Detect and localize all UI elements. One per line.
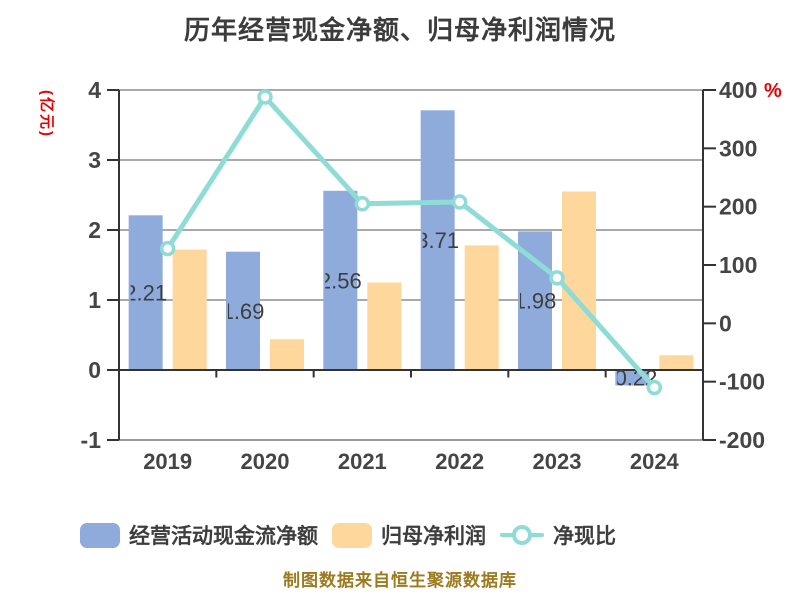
legend-label-net-profit: 归母净利润	[381, 525, 486, 548]
bar-operating-cash-flow-2020	[226, 251, 260, 370]
left-axis-tick-label: 1	[88, 287, 101, 313]
data-source-note: 制图数据来自恒生聚源数据库	[283, 571, 517, 590]
chart-title: 历年经营现金净额、归母净利润情况	[183, 15, 616, 45]
legend-item-operating-cash-flow[interactable]: 经营活动现金流净额	[80, 520, 318, 550]
bar-net-profit-2020	[270, 339, 304, 370]
right-axis-tick-label: -100	[719, 369, 765, 395]
bar-net-profit-2022	[464, 245, 499, 370]
line-marker	[646, 379, 663, 396]
legend: 经营活动现金流净额 归母净利润 净现比	[80, 518, 616, 552]
right-axis-tick-label: 100	[719, 252, 757, 278]
x-axis-category-label: 2019	[143, 449, 192, 474]
legend-label-operating-cash-flow: 经营活动现金流净额	[129, 525, 318, 548]
legend-swatch-orange-icon	[332, 522, 372, 548]
legend-line-marker-icon	[500, 523, 544, 548]
bar-net-profit-2023	[562, 191, 596, 370]
x-axis-category-label: 2022	[435, 449, 484, 474]
legend-label-cash-ratio: 净现比	[553, 525, 616, 548]
bar-value-label: 2.56	[319, 268, 362, 293]
bar-value-label: 3.71	[416, 228, 459, 253]
line-marker	[354, 196, 371, 212]
left-axis-tick-label: 3	[88, 147, 101, 173]
bar-operating-cash-flow-2019	[128, 215, 163, 370]
bar-value-label: 1.69	[222, 299, 265, 324]
bar-net-profit-2019	[172, 249, 207, 370]
right-axis-unit-label: %	[764, 80, 782, 102]
right-axis-tick-label: 400	[719, 77, 757, 103]
x-axis-category-label: 2024	[630, 449, 680, 474]
bar-operating-cash-flow-2021	[323, 190, 358, 370]
x-axis-category-label: 2021	[338, 449, 387, 474]
legend-swatch-blue-icon	[80, 522, 120, 548]
line-marker	[451, 194, 468, 210]
line-net-cash-ratio	[165, 94, 657, 390]
bar-net-profit-2024	[659, 355, 694, 370]
bar-net-profit-2021	[367, 282, 402, 370]
left-axis-tick-label: 0	[88, 357, 101, 383]
left-axis-tick-label: 2	[88, 217, 101, 243]
legend-item-cash-ratio[interactable]: 净现比	[500, 520, 616, 550]
left-axis-tick-label: -1	[81, 427, 102, 453]
bar-operating-cash-flow-2022	[420, 110, 455, 371]
line-marker	[159, 240, 176, 257]
legend-item-net-profit[interactable]: 归母净利润	[332, 520, 486, 550]
left-axis-tick-label: 4	[88, 77, 101, 103]
x-axis-category-label: 2020	[241, 449, 290, 474]
line-marker	[549, 270, 565, 286]
line-marker	[257, 89, 273, 105]
right-axis-tick-label: 200	[719, 194, 757, 220]
x-axis-category-label: 2023	[533, 449, 582, 474]
bar-value-label: 1.98	[514, 289, 557, 314]
bar-value-label: 2.21	[124, 281, 167, 306]
right-axis-tick-label: -200	[719, 427, 765, 453]
right-axis-tick-label: 300	[719, 135, 757, 161]
right-axis-tick-label: 0	[719, 310, 732, 336]
